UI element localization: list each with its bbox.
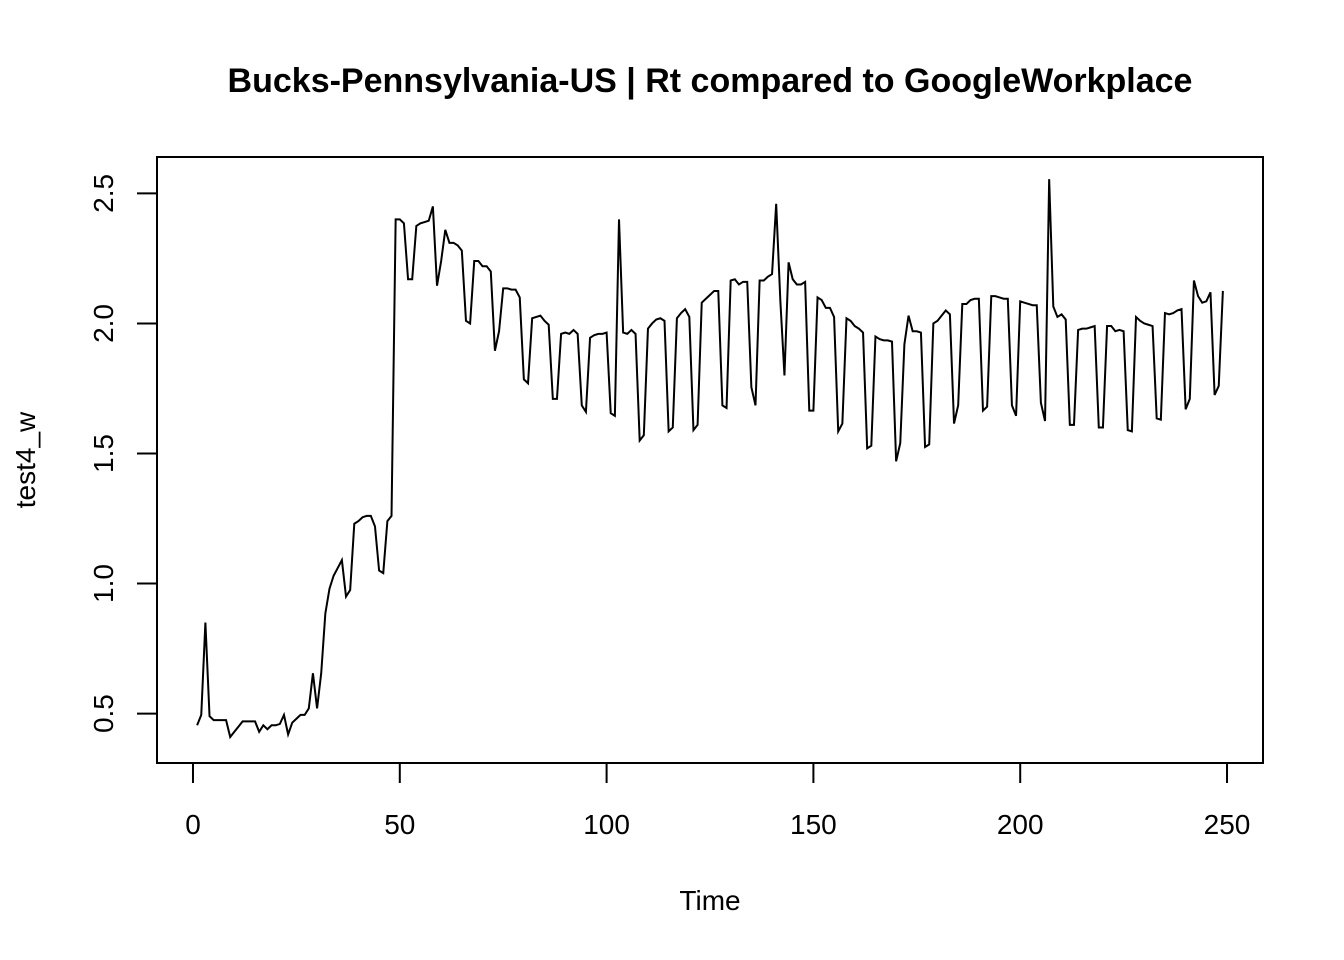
y-tick-label: 2.5: [88, 174, 119, 213]
y-tick-label: 1.0: [88, 564, 119, 603]
y-axis: 0.5 1.0 1.5 2.0 2.5: [88, 174, 158, 733]
chart-title: Bucks-Pennsylvania-US | Rt compared to G…: [228, 62, 1193, 100]
series-layer: [196, 179, 1224, 740]
x-tick-label: 150: [790, 809, 837, 840]
plot-frame: [156, 156, 1264, 764]
x-tick-label: 200: [997, 809, 1044, 840]
y-tick-label: 0.5: [88, 694, 119, 733]
x-tick-label: 250: [1204, 809, 1251, 840]
y-tick-label: 1.5: [88, 434, 119, 473]
x-tick-label: 0: [185, 809, 201, 840]
x-tick-label: 50: [384, 809, 415, 840]
y-tick-label: 2.0: [88, 304, 119, 343]
y-axis-label: test4_w: [10, 411, 41, 508]
series-line-1: [196, 179, 1224, 740]
x-tick-label: 100: [583, 809, 630, 840]
x-axis-label: Time: [679, 885, 740, 916]
x-axis: 0 50 100 150 200 250: [185, 762, 1251, 840]
